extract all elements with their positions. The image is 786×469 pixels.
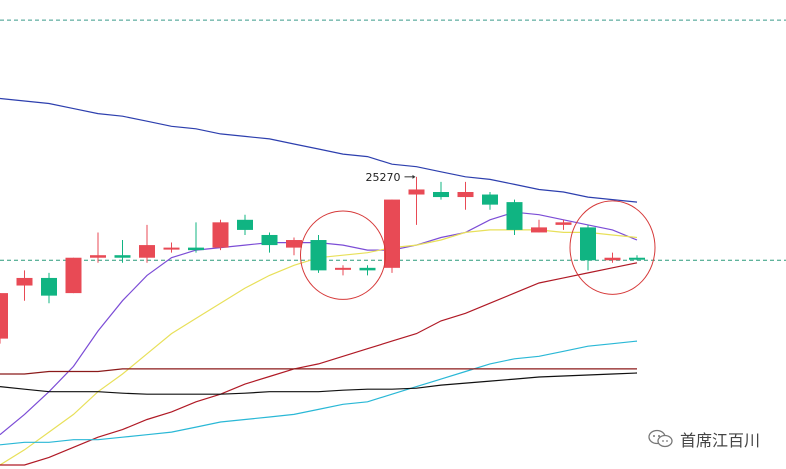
moving-average-line-6 — [0, 372, 638, 395]
candle-body-15 — [359, 267, 376, 271]
moving-average-line-3 — [0, 97, 638, 203]
candle-body-20 — [482, 194, 498, 205]
candle-body-18 — [433, 192, 449, 198]
highlight-circle-0 — [300, 210, 386, 300]
moving-average-line-2 — [0, 262, 638, 466]
candle-body-14 — [335, 267, 351, 270]
candle-body-7 — [163, 247, 180, 250]
candle-body-9 — [212, 222, 229, 248]
candle-body-8 — [188, 247, 204, 251]
candle-body-23 — [555, 222, 572, 225]
candle-body-11 — [261, 234, 278, 246]
highlight-circle-1 — [569, 200, 656, 295]
annotation-arrowhead-0 — [412, 174, 416, 179]
watermark: 首席江百川 — [648, 427, 760, 451]
candle-body-12 — [286, 240, 302, 248]
candle-body-21 — [506, 202, 523, 230]
candle-body-4 — [90, 255, 106, 258]
annotation-label-0: 25270 — [366, 171, 401, 184]
candle-body-6 — [139, 245, 155, 258]
moving-average-line-4 — [0, 340, 638, 446]
watermark-text: 首席江百川 — [679, 431, 760, 450]
candle-body-25 — [604, 257, 621, 261]
candle-body-2 — [41, 277, 57, 296]
candle-body-26 — [629, 257, 645, 260]
candle-body-10 — [237, 219, 253, 230]
candle-body-1 — [16, 277, 33, 286]
candle-body-0 — [0, 293, 8, 339]
candle-body-3 — [65, 257, 82, 294]
moving-average-line-5 — [0, 368, 637, 375]
candle-body-13 — [310, 240, 327, 271]
wechat-official-account-icon — [648, 429, 673, 448]
candle-body-22 — [531, 227, 547, 233]
candle-body-17 — [408, 189, 425, 195]
candle-body-5 — [114, 255, 131, 258]
candle-body-24 — [580, 227, 596, 261]
candle-body-19 — [457, 192, 474, 198]
candle-body-16 — [384, 199, 400, 268]
